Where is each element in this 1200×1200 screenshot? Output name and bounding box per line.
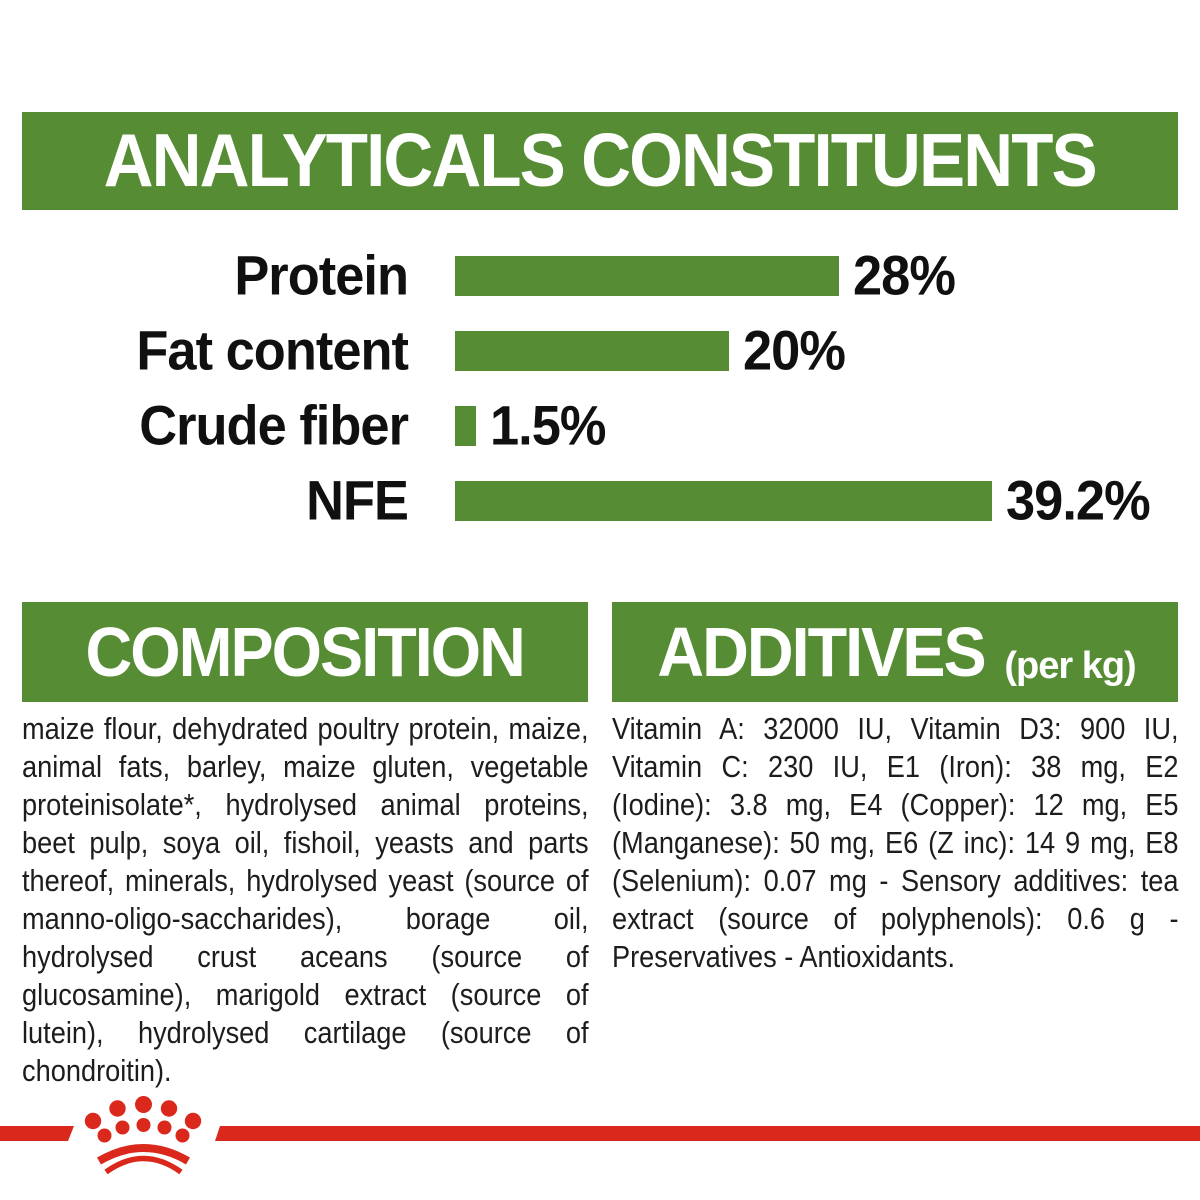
chart-row-protein: Protein 28% xyxy=(0,245,958,307)
bar-label: Crude fiber xyxy=(139,395,409,457)
composition-text: maize flour, dehydrated poultry protein,… xyxy=(22,711,589,1088)
bar-value: 20% xyxy=(743,320,846,382)
bar-value: 39.2% xyxy=(1006,470,1151,532)
chart-row-crude-fiber: Crude fiber 1.5% xyxy=(0,395,609,457)
brand-divider-left xyxy=(0,1126,74,1141)
bar-value: 1.5% xyxy=(489,395,606,457)
composition-header: COMPOSITION xyxy=(22,602,588,702)
additives-header: ADDITIVES (per kg) xyxy=(612,602,1178,702)
bar-label: Protein xyxy=(234,245,409,307)
bar-label: Fat content xyxy=(136,320,409,382)
composition-title: COMPOSITION xyxy=(85,613,526,691)
bar-label: NFE xyxy=(306,470,409,532)
bar-crude-fiber xyxy=(455,406,476,446)
royal-canin-crown-icon xyxy=(84,1096,202,1175)
bar-protein xyxy=(455,256,839,296)
bar-fat-content xyxy=(455,331,729,371)
chart-row-nfe: NFE 39.2% xyxy=(0,470,1154,532)
additives-text: Vitamin A: 32000 IU, Vitamin D3: 900 IU,… xyxy=(612,711,1179,974)
additives-title: ADDITIVES xyxy=(657,613,987,691)
brand-divider-right xyxy=(215,1126,1200,1141)
analytical-constituents-title: ANALYTICALS CONSTITUENTS xyxy=(103,119,1098,203)
chart-row-fat-content: Fat content 20% xyxy=(0,320,848,382)
additives-per-kg-label: (per kg) xyxy=(1004,645,1136,687)
bar-nfe xyxy=(455,481,993,521)
analytical-constituents-header: ANALYTICALS CONSTITUENTS xyxy=(22,112,1178,210)
bar-value: 28% xyxy=(852,245,956,307)
